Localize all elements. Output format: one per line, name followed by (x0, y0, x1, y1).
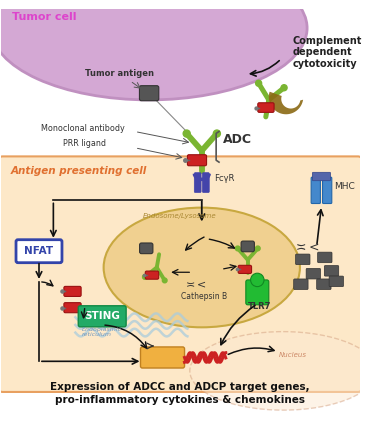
Ellipse shape (104, 208, 300, 327)
Text: Endosome/Lysosome: Endosome/Lysosome (142, 213, 216, 218)
Text: PRR ligand: PRR ligand (63, 139, 106, 148)
Ellipse shape (0, 0, 307, 100)
FancyBboxPatch shape (306, 269, 321, 279)
Text: MHC: MHC (334, 182, 355, 191)
FancyBboxPatch shape (311, 177, 320, 203)
Circle shape (213, 130, 220, 137)
Text: Tumor cell: Tumor cell (12, 13, 76, 22)
FancyBboxPatch shape (64, 286, 81, 296)
Text: Tumor antigen: Tumor antigen (85, 69, 154, 78)
Polygon shape (269, 92, 303, 114)
FancyBboxPatch shape (322, 177, 332, 203)
FancyBboxPatch shape (318, 252, 332, 263)
Circle shape (255, 246, 260, 251)
FancyBboxPatch shape (329, 276, 344, 287)
Circle shape (162, 278, 167, 283)
FancyBboxPatch shape (145, 271, 159, 279)
FancyBboxPatch shape (64, 303, 81, 313)
FancyBboxPatch shape (238, 265, 252, 274)
Circle shape (256, 80, 262, 86)
FancyBboxPatch shape (324, 266, 339, 276)
Text: TLR7: TLR7 (248, 302, 271, 311)
Text: FcγR: FcγR (214, 174, 235, 183)
FancyBboxPatch shape (294, 279, 308, 290)
FancyBboxPatch shape (194, 173, 201, 192)
Text: NFAT: NFAT (24, 246, 54, 256)
FancyBboxPatch shape (246, 280, 269, 305)
FancyBboxPatch shape (316, 279, 331, 290)
FancyBboxPatch shape (78, 306, 126, 327)
Text: Endoplasmic
reticulum: Endoplasmic reticulum (82, 327, 122, 337)
FancyBboxPatch shape (241, 241, 254, 252)
Circle shape (183, 130, 190, 137)
Text: Nucleus: Nucleus (278, 352, 306, 357)
Text: ADC: ADC (223, 133, 252, 146)
Text: $\asymp$<: $\asymp$< (293, 240, 319, 253)
FancyBboxPatch shape (16, 240, 62, 263)
FancyBboxPatch shape (188, 155, 207, 166)
FancyBboxPatch shape (258, 103, 274, 112)
Circle shape (251, 273, 264, 287)
FancyBboxPatch shape (296, 254, 310, 265)
FancyBboxPatch shape (140, 86, 159, 101)
Text: Complement
dependent
cytotoxicity: Complement dependent cytotoxicity (293, 36, 362, 69)
Ellipse shape (190, 332, 375, 410)
FancyBboxPatch shape (0, 156, 362, 392)
FancyBboxPatch shape (140, 243, 153, 254)
Text: Expression of ADCC and ADCP target genes,
pro-inflammatory cytokines & chemokine: Expression of ADCC and ADCP target genes… (50, 382, 310, 405)
Circle shape (236, 246, 240, 251)
Text: Antigen presenting cell: Antigen presenting cell (10, 165, 147, 176)
Text: Monoclonal antibody: Monoclonal antibody (41, 123, 125, 133)
Text: Cathepsin B: Cathepsin B (181, 292, 227, 301)
FancyBboxPatch shape (202, 173, 209, 192)
Text: STING: STING (84, 311, 120, 321)
FancyBboxPatch shape (141, 347, 184, 368)
Circle shape (281, 85, 287, 91)
Text: $\asymp$<: $\asymp$< (183, 280, 206, 290)
Circle shape (142, 274, 147, 279)
FancyBboxPatch shape (312, 172, 331, 181)
